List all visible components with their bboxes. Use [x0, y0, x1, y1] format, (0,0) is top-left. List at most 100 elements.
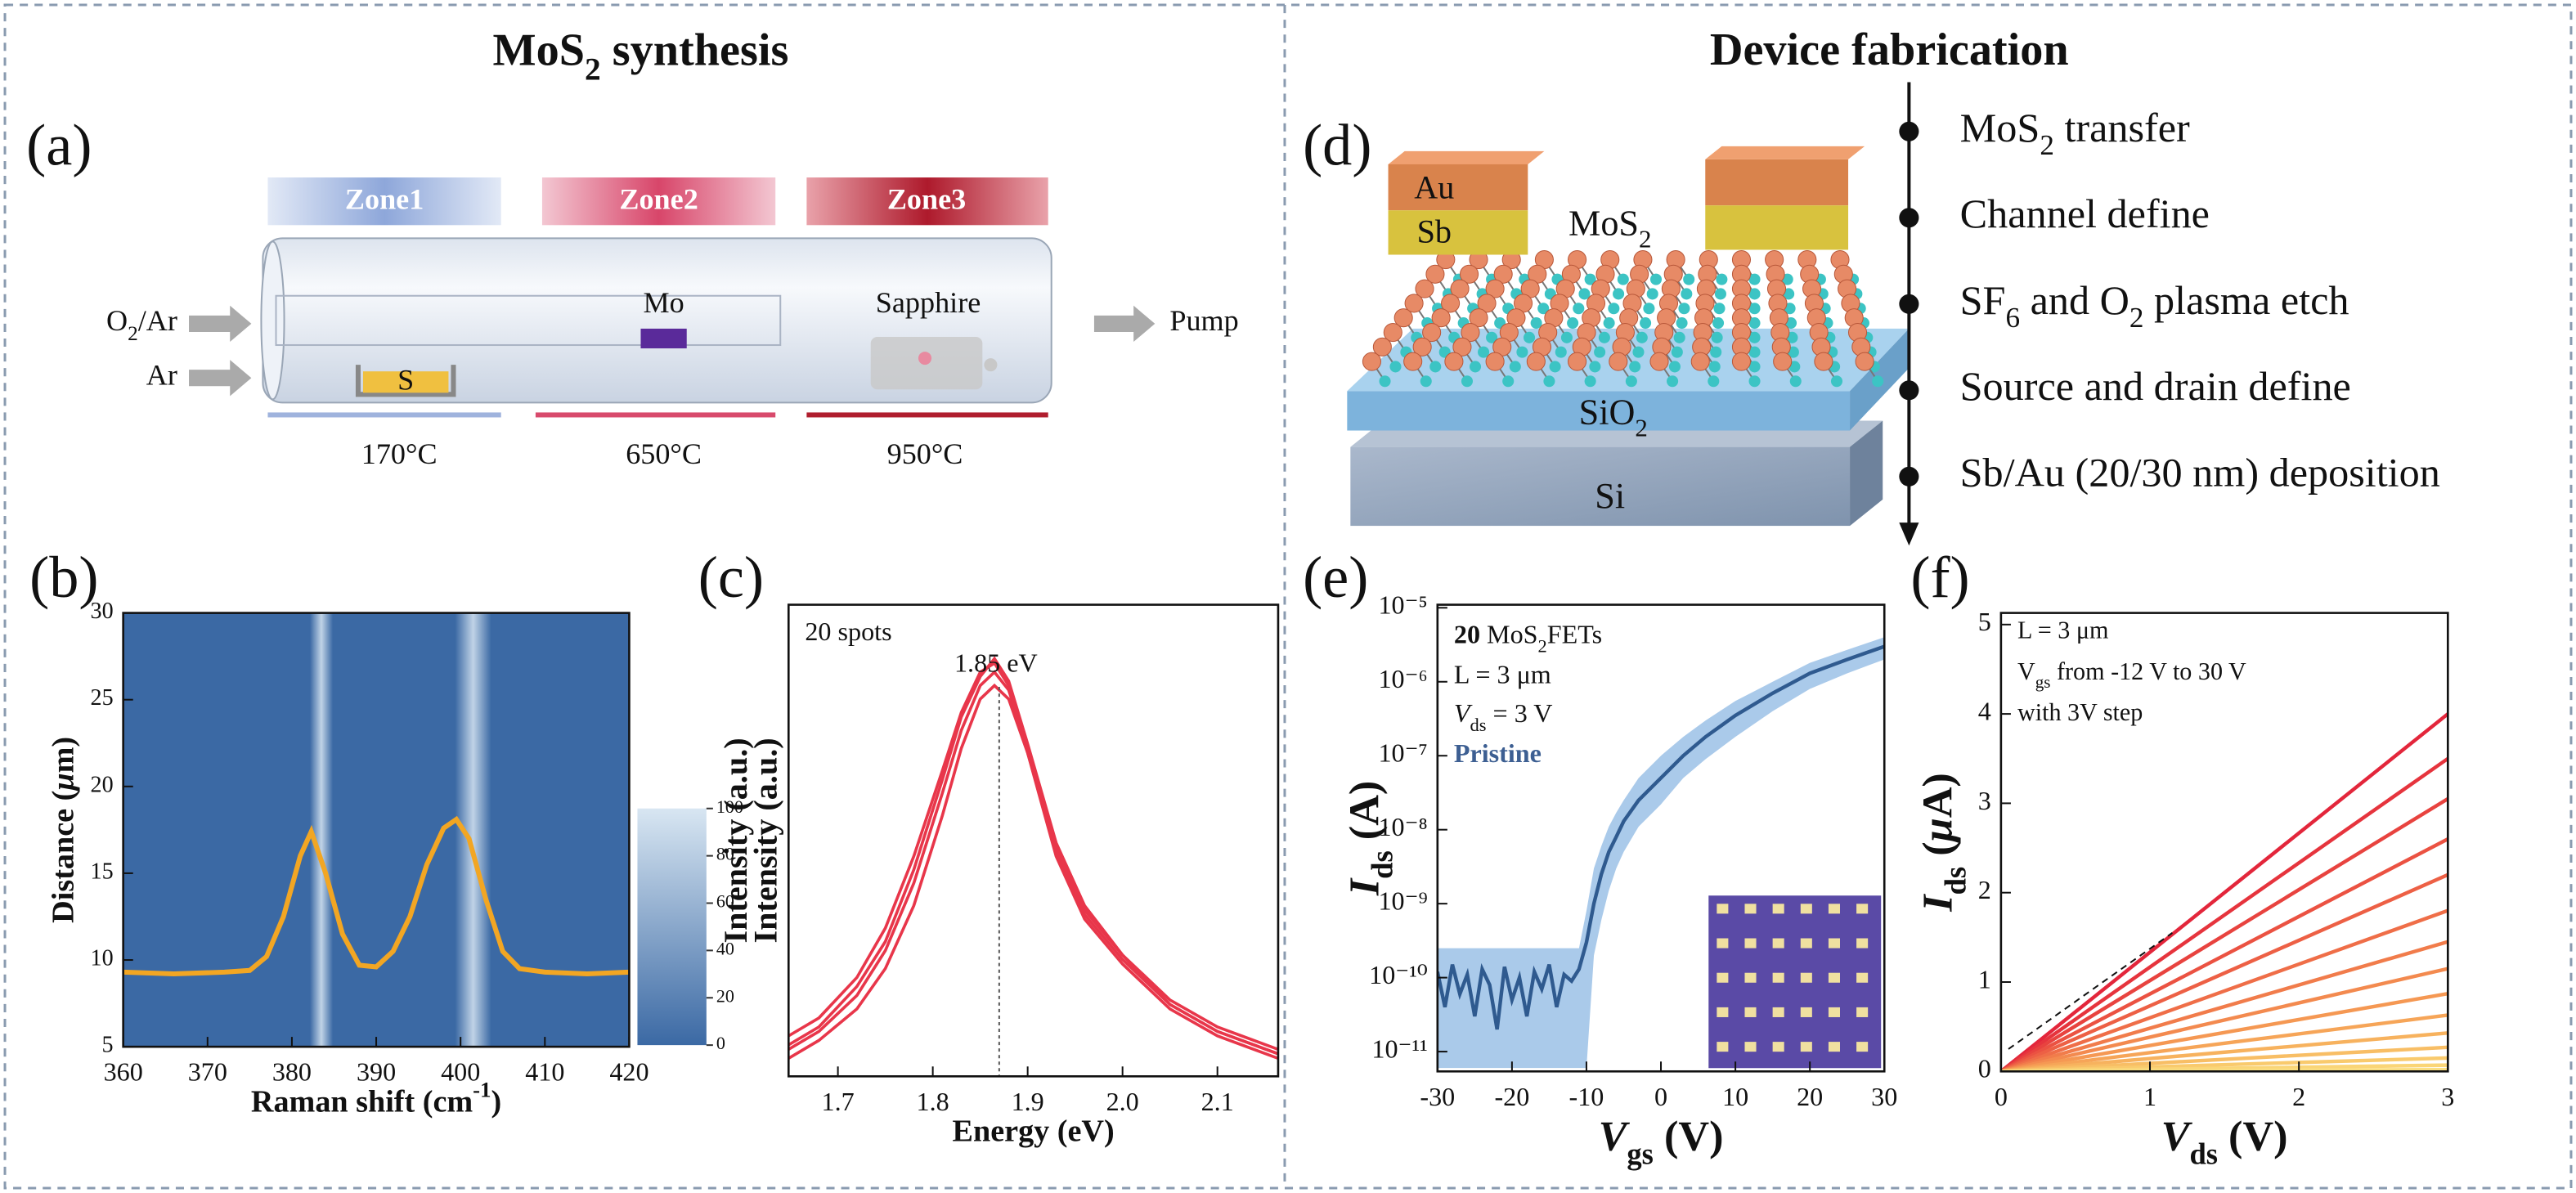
text-part: 2 — [1639, 224, 1651, 253]
pad — [1856, 1042, 1869, 1052]
sio2-label: SiO2 — [1579, 392, 1648, 442]
x-tick-label: 390 — [357, 1057, 396, 1087]
x-tick-label: 10 — [1722, 1082, 1748, 1111]
text-part: ) — [491, 1084, 501, 1119]
mo-atom — [1543, 375, 1555, 388]
mo-atom — [1625, 375, 1637, 388]
text-part: plasma etch — [2144, 276, 2349, 322]
mo-atom — [1714, 288, 1726, 300]
mo-atom — [1461, 375, 1474, 388]
chip-body — [1708, 895, 1882, 1069]
au-top — [1705, 146, 1865, 159]
mo-atom — [1573, 303, 1585, 315]
mo-atom — [1676, 317, 1688, 330]
y-tick-label: 0 — [1978, 1054, 1991, 1083]
temperature: 170°C — [361, 437, 438, 470]
text-part: (V) — [2218, 1113, 2288, 1160]
annotation: L = 3 μm — [2017, 617, 2108, 644]
s-atom — [1568, 352, 1587, 371]
line — [2000, 1031, 2448, 1072]
arrow — [189, 305, 252, 343]
gas-label: Ar — [146, 359, 177, 392]
text-part: m) — [46, 737, 80, 774]
s-atom — [1855, 352, 1874, 371]
y-axis-label: Intensity (a.u.) — [747, 738, 783, 943]
text-part: 2 — [128, 322, 138, 345]
text-part: μ — [46, 773, 80, 792]
mo-atom — [1509, 361, 1521, 373]
line — [2000, 992, 2448, 1072]
y-tick-label: 10⁻⁵ — [1378, 590, 1427, 620]
text-part: from -12 V to 30 V — [2050, 657, 2246, 685]
colorbar-tick-label: 80 — [716, 844, 734, 864]
s-atom — [1404, 294, 1424, 313]
line — [2000, 1013, 2448, 1072]
line — [2000, 872, 2448, 1072]
mo-atom — [1578, 288, 1591, 300]
text-part: = 3 V — [1487, 699, 1553, 729]
zone-label: Zone2 — [619, 182, 698, 215]
pad — [1856, 972, 1869, 983]
pad — [1828, 938, 1840, 949]
s-label: S — [397, 364, 414, 397]
pad — [1828, 904, 1840, 914]
text-part: MoS — [1480, 620, 1538, 649]
timeline-arrow — [1899, 522, 1919, 546]
x-tick-label: 3 — [2441, 1082, 2454, 1111]
panel-label: (c) — [698, 545, 764, 610]
s-atom — [1469, 308, 1488, 328]
step-label: Channel define — [1960, 191, 2210, 236]
x-axis-label: Vds (V) — [2161, 1113, 2288, 1171]
mo-atom — [1872, 375, 1884, 388]
s-atom — [1609, 352, 1628, 371]
s-atom — [1493, 264, 1513, 284]
s-atom — [1412, 337, 1432, 357]
x-tick-label: 1.9 — [1012, 1087, 1044, 1116]
line — [2000, 797, 2448, 1072]
sio2-front — [1347, 391, 1851, 431]
intensity-band — [309, 612, 334, 1047]
si-block — [1350, 446, 1851, 527]
mo-atom — [1646, 288, 1658, 300]
mo-atom — [1667, 375, 1679, 388]
text-part: transfer — [2054, 104, 2190, 150]
text-part: V — [2017, 657, 2035, 685]
y-axis-label: Distance (μm) — [46, 737, 80, 923]
zone-bar — [541, 177, 776, 226]
pad — [1856, 1007, 1869, 1017]
text-part: (V) — [1654, 1113, 1724, 1160]
pad — [1800, 1007, 1812, 1017]
mo-atom — [1636, 331, 1648, 343]
s-atom — [1477, 294, 1497, 313]
si-label: Si — [1595, 476, 1625, 516]
mo-atom — [1478, 346, 1490, 358]
text-part: 2 — [585, 51, 601, 87]
mo-atom — [1681, 288, 1693, 300]
text-part: 20 — [1454, 620, 1480, 649]
mo-atom — [1748, 346, 1761, 358]
pad — [1744, 904, 1757, 914]
y-tick-label: 25 — [91, 685, 114, 711]
y-axis-label: Ids (A) — [1340, 781, 1398, 896]
x-tick-label: -30 — [1420, 1082, 1455, 1111]
text-part: SiO — [1579, 392, 1636, 433]
sb-block — [1705, 205, 1849, 250]
line — [2000, 712, 2448, 1072]
boat — [355, 365, 456, 397]
axes-frame — [1999, 612, 2449, 1073]
pad — [1772, 1042, 1784, 1052]
text-part: -1 — [473, 1078, 491, 1102]
mo-atom — [1567, 317, 1579, 330]
pad — [1772, 904, 1784, 914]
mo-atom — [1748, 303, 1761, 315]
line — [1437, 644, 1885, 1030]
pad — [1744, 1007, 1757, 1017]
text-part: ds — [1938, 867, 1972, 895]
mos2-label: MoS2 — [1568, 203, 1651, 252]
mo-atom — [1486, 331, 1498, 343]
zone-label: Zone1 — [345, 182, 424, 215]
text-part: (A) — [1340, 781, 1388, 851]
mo-atom — [1671, 346, 1683, 358]
y-tick-label: 10⁻⁸ — [1378, 812, 1427, 841]
